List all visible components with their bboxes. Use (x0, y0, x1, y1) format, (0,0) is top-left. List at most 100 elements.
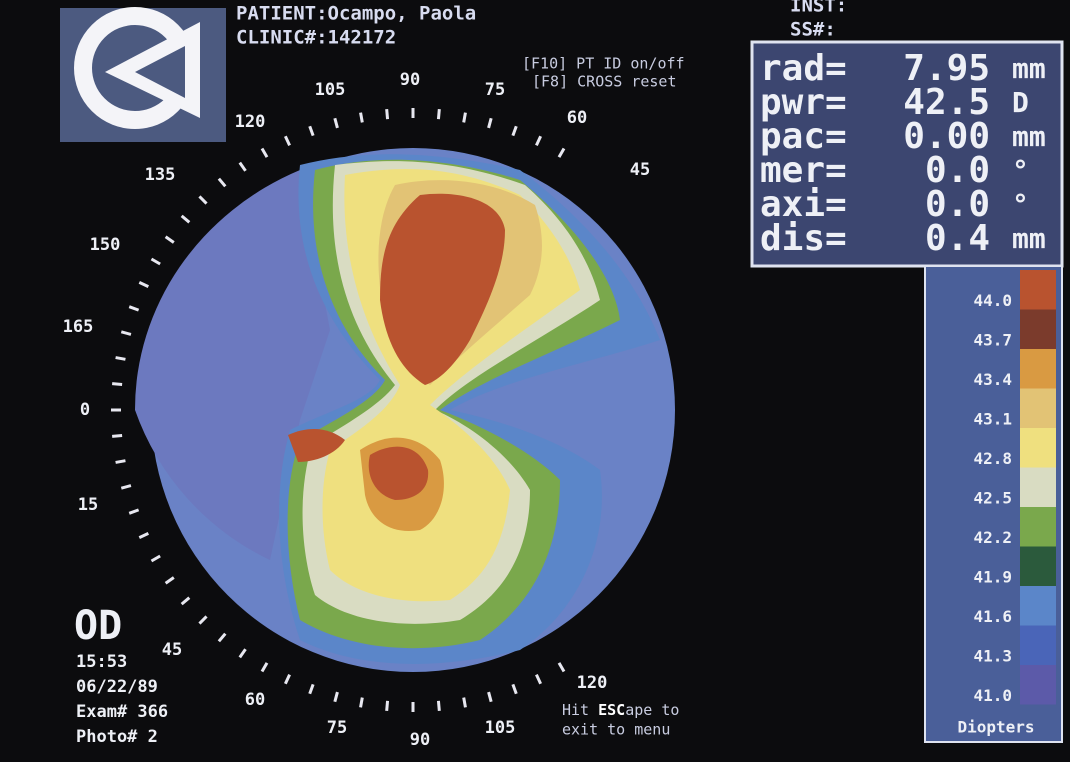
angle-label: 60 (567, 108, 587, 128)
tick-dash (128, 508, 140, 515)
tick-dash (198, 195, 208, 205)
tick-dash (308, 683, 315, 695)
tick-dash (217, 632, 227, 643)
scale-label: 42.8 (973, 449, 1012, 468)
tick-dash (217, 177, 227, 188)
color-swatch (1020, 349, 1056, 389)
photo-number: Photo# 2 (76, 727, 158, 747)
tick-dash (487, 691, 493, 703)
angle-label: 150 (90, 235, 121, 255)
tick-dash (164, 235, 175, 244)
angle-label: 135 (145, 165, 176, 185)
time: 15:53 (76, 652, 127, 672)
color-swatch (1020, 625, 1056, 665)
escape-hint-line2: exit to menu (562, 721, 670, 739)
measurement-panel (750, 40, 1064, 268)
tick-dash (150, 554, 161, 563)
eye-indicator: OD (74, 603, 122, 649)
angle-label: 45 (630, 160, 650, 180)
measure-unit: ° (1012, 154, 1029, 187)
tick-dash (385, 109, 390, 120)
measure-value: 42.5 (903, 82, 990, 123)
tick-dash (462, 112, 467, 123)
tick-dash (557, 147, 566, 158)
tick-dash (535, 135, 542, 146)
tick-dash (535, 674, 542, 685)
measure-label: dis= (760, 218, 847, 259)
scale-label: 41.9 (973, 568, 1012, 587)
exam-number: Exam# 366 (76, 702, 168, 722)
ss-number: SS#: (790, 19, 836, 41)
angle-label: 165 (63, 317, 94, 337)
color-swatch (1020, 507, 1056, 547)
tick-dash (487, 117, 493, 129)
measure-unit: mm (1012, 120, 1046, 153)
hint-key: ESC (598, 701, 625, 719)
tick-dash (138, 532, 149, 539)
tick-dash (238, 648, 247, 659)
tick-dash (112, 382, 123, 387)
measure-label: pac= (760, 116, 847, 157)
angle-label: 45 (162, 640, 182, 660)
f10-hint: [F10] PT ID on/off (522, 55, 685, 73)
color-swatch (1020, 586, 1056, 626)
angle-label: 90 (400, 70, 420, 90)
clinic-number: CLINIC#:142172 (236, 27, 396, 49)
hint-text: ape to (625, 701, 679, 719)
angle-label: 75 (485, 80, 505, 100)
measure-unit: mm (1012, 222, 1046, 255)
scale-label: 43.4 (973, 370, 1012, 389)
tick-dash (359, 112, 364, 123)
tick-dash (198, 615, 208, 625)
tick-dash (260, 662, 269, 673)
tick-dash (128, 305, 140, 312)
scale-label: 41.0 (973, 686, 1012, 705)
tick-dash (333, 691, 339, 703)
tick-dash (138, 281, 149, 288)
angle-label: 105 (315, 80, 346, 100)
measure-unit: ° (1012, 188, 1029, 221)
color-swatch (1020, 467, 1056, 507)
tick-dash (112, 433, 123, 438)
color-swatch (1020, 665, 1056, 705)
measure-value: 0.00 (903, 116, 990, 157)
color-swatch (1020, 270, 1056, 310)
color-swatch (1020, 546, 1056, 586)
tick-dash (308, 125, 315, 137)
scale-label: 42.2 (973, 528, 1012, 547)
angle-labels: 105 90 75 60 45 120 135 150 165 0 15 45 … (63, 70, 651, 750)
color-swatch (1020, 388, 1056, 428)
scale-label: 41.3 (973, 647, 1012, 666)
measure-value: 0.0 (925, 150, 990, 191)
institution: INST: (790, 0, 847, 17)
tick-dash (164, 576, 175, 585)
tick-dash (511, 125, 518, 137)
scale-label: 42.5 (973, 489, 1012, 508)
tick-dash (436, 109, 441, 120)
tick-dash (150, 257, 161, 266)
tick-dash (557, 662, 566, 673)
tick-dash (180, 596, 191, 606)
angle-label: 0 (80, 400, 90, 420)
measure-value: 0.0 (925, 184, 990, 225)
measure-value: 0.4 (925, 218, 990, 259)
angle-label: 105 (485, 718, 516, 738)
tick-dash (436, 700, 441, 711)
scale-label: 41.6 (973, 607, 1012, 626)
hint-text: Hit (562, 701, 598, 719)
date: 06/22/89 (76, 677, 158, 697)
angle-label: 60 (245, 690, 265, 710)
escape-hint: Hit ESCape to (562, 701, 679, 719)
color-scale: 44.0 43.7 43.4 43.1 42.8 42.5 42.2 41.9 41.6 41.3… (973, 270, 1056, 705)
tick-dash (359, 697, 364, 708)
tick-dash (115, 356, 126, 361)
topography-map (134, 148, 675, 672)
tick-dash (284, 135, 291, 146)
scale-label: 44.0 (973, 291, 1012, 310)
tick-dash (115, 459, 126, 464)
angle-label: 75 (327, 718, 347, 738)
measure-label: axi= (760, 184, 847, 225)
f8-hint: [F8] CROSS reset (532, 73, 677, 91)
